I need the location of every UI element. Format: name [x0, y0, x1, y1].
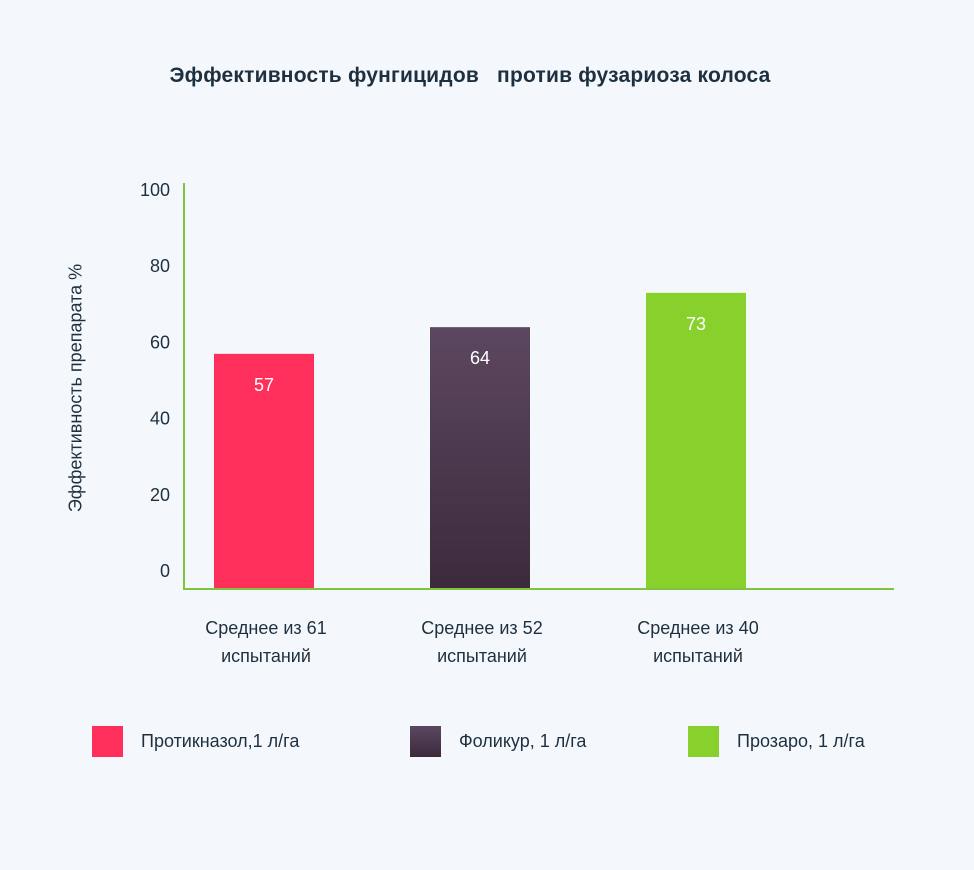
- y-tick-label: 100: [140, 180, 170, 200]
- legend-item-prozaro: Прозаро, 1 л/га: [688, 725, 865, 757]
- legend-swatch: [688, 725, 719, 757]
- bar-value-label: 73: [686, 314, 706, 334]
- legend-label: Протикназол,1 л/га: [141, 730, 300, 751]
- bar-value-label: 64: [470, 348, 490, 368]
- x-category-label: испытаний: [653, 646, 743, 666]
- bar: [214, 353, 314, 589]
- x-category-label: Среднее из 40: [637, 618, 758, 638]
- legend-swatch: [92, 725, 123, 757]
- bar-chart: 0 20 40 60 80 100 57 64 73 Среднее из 61 испытан…: [140, 180, 894, 666]
- x-category-label: Среднее из 61: [205, 618, 326, 638]
- legend-item-folikur: Фоликур, 1 л/га: [410, 725, 586, 757]
- y-tick-label: 0: [160, 561, 170, 581]
- legend: Протикназол,1 л/га Фоликур, 1 л/га Проза…: [0, 725, 974, 757]
- x-category-label: испытаний: [437, 646, 527, 666]
- legend-item-protikonazol: Протикназол,1 л/га: [92, 725, 299, 757]
- bar: [430, 327, 530, 589]
- y-tick-label: 40: [150, 409, 170, 429]
- x-category-label: испытаний: [221, 646, 311, 666]
- y-tick-label: 60: [150, 332, 170, 352]
- legend-swatch: [410, 725, 441, 757]
- bar: [646, 292, 746, 589]
- x-category-label: Среднее из 52: [421, 618, 542, 638]
- legend-label: Фоликур, 1 л/га: [459, 730, 587, 751]
- bar-value-label: 57: [254, 375, 274, 395]
- chart-title: Эффективность фунгицидов против фузариоз…: [169, 64, 771, 87]
- y-tick-label: 80: [150, 256, 170, 276]
- y-tick-label: 20: [150, 485, 170, 505]
- legend-label: Прозаро, 1 л/га: [737, 730, 865, 751]
